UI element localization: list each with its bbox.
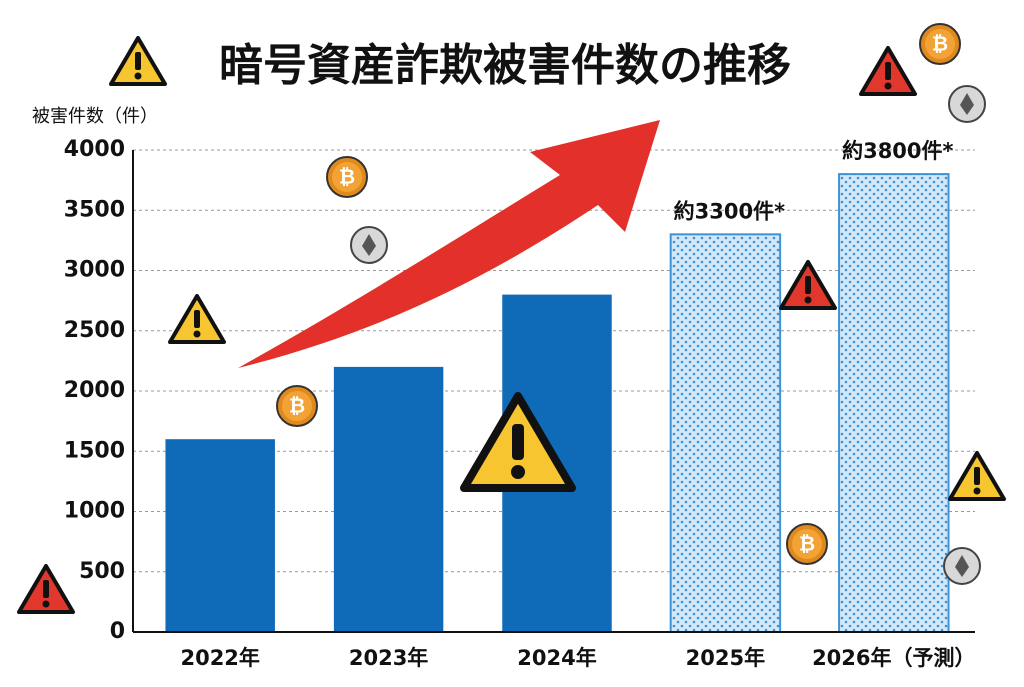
y-tick-label: 3000 [64,258,125,283]
x-tick-label: 2024年 [517,646,596,670]
bar [838,173,950,633]
decoration [17,23,1006,614]
chart-title: 暗号資産詐欺被害件数の推移 [219,40,791,91]
value-label: 約3300件* [674,199,785,223]
y-tick-label: 1500 [64,438,125,463]
x-tick-label: 2025年 [686,646,765,670]
x-tick-label: 2023年 [349,646,428,670]
y-tick-label: 1000 [64,499,125,524]
y-tick-label: 500 [79,559,125,584]
bar [165,439,275,632]
y-tick-label: 4000 [64,137,125,162]
y-axis-label: 被害件数（件） [32,106,158,127]
bar [333,366,444,632]
y-tick-label: 0 [110,619,125,644]
x-tick-label: 2026年（予測） [812,646,975,670]
value-label: 約3800件* [842,139,953,163]
y-tick-label: 2000 [64,378,125,403]
bar [669,233,782,633]
y-tick-label: 3500 [64,197,125,222]
x-tick-label: 2022年 [180,646,259,670]
y-tick-label: 2500 [64,318,125,343]
